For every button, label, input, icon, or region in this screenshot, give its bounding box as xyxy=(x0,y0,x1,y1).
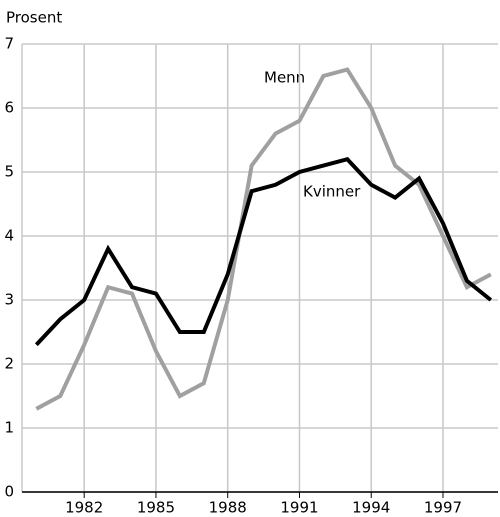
x-tick-label: 1988 xyxy=(209,499,247,517)
y-axis-label: Prosent xyxy=(6,9,62,27)
x-tick-label: 1991 xyxy=(280,499,318,517)
y-tick-label: 1 xyxy=(4,419,14,437)
series-label: Kvinner xyxy=(303,183,361,201)
x-tick-label: 1997 xyxy=(424,499,462,517)
series-line xyxy=(35,67,492,411)
y-tick-label: 5 xyxy=(4,163,14,181)
series-line xyxy=(34,156,493,347)
y-tick-label: 6 xyxy=(4,99,14,117)
y-tick-label: 4 xyxy=(4,227,14,245)
y-tick-label: 0 xyxy=(4,483,14,501)
y-tick-label: 3 xyxy=(4,291,14,309)
y-tick-label: 7 xyxy=(4,35,14,53)
x-tick-label: 1985 xyxy=(137,499,175,517)
x-tick-label: 1994 xyxy=(352,499,390,517)
y-tick-label: 2 xyxy=(4,355,14,373)
x-tick-label: 1982 xyxy=(65,499,103,517)
series-label: Menn xyxy=(264,69,305,87)
